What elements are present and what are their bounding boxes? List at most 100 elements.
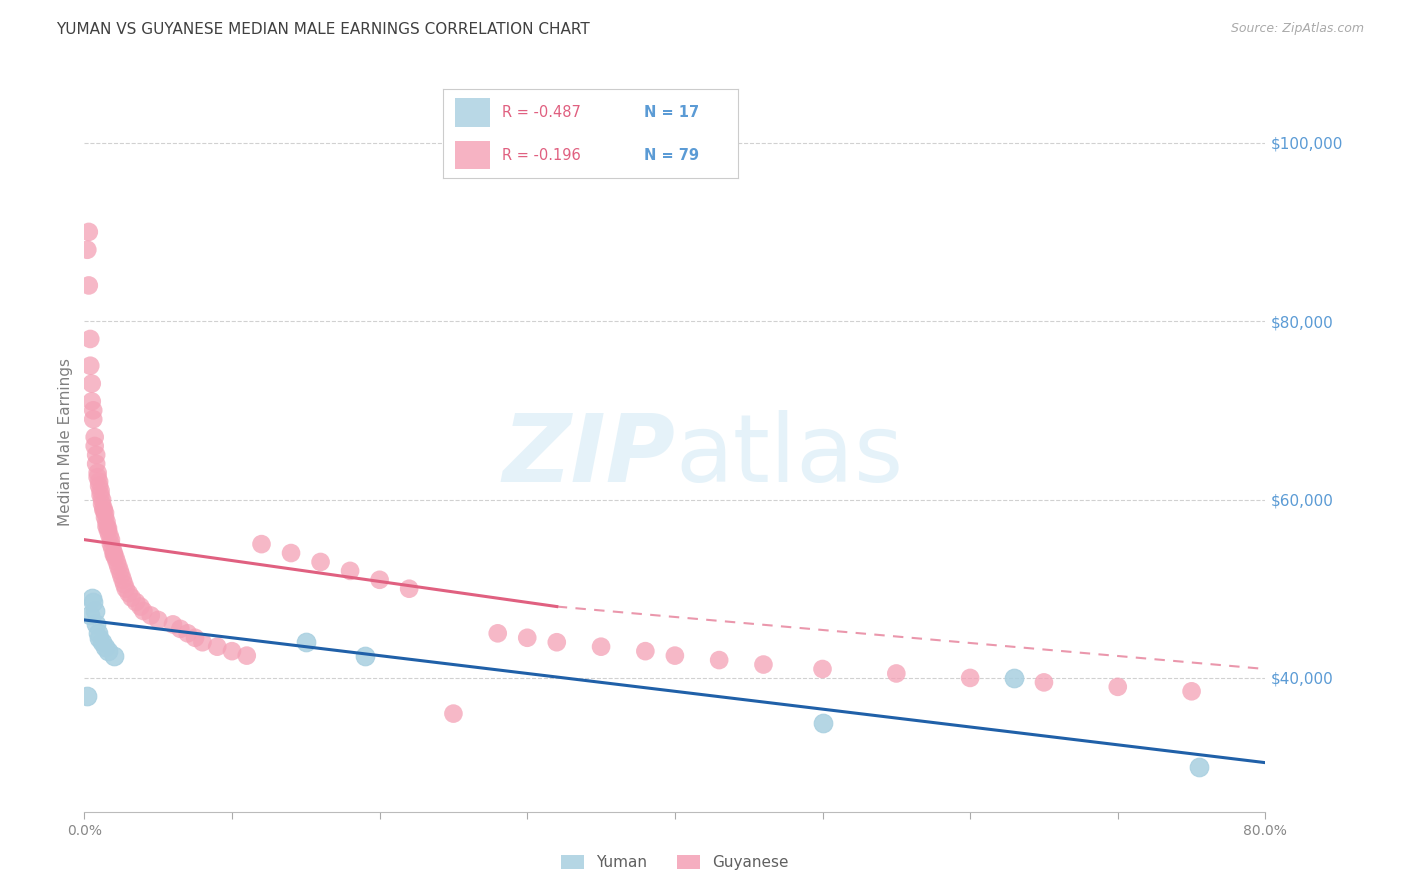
Point bbox=[339, 564, 361, 578]
Point bbox=[398, 582, 420, 596]
Point bbox=[97, 521, 120, 535]
Point bbox=[84, 457, 107, 471]
Point bbox=[100, 533, 122, 547]
Point bbox=[591, 640, 613, 654]
Point bbox=[91, 497, 114, 511]
Legend: Yuman, Guyanese: Yuman, Guyanese bbox=[553, 847, 797, 878]
Point bbox=[184, 631, 207, 645]
Point bbox=[80, 591, 103, 605]
Point bbox=[752, 657, 775, 672]
Bar bbox=[454, 141, 491, 169]
Point bbox=[110, 568, 132, 582]
Bar bbox=[454, 98, 491, 127]
Text: ZIP: ZIP bbox=[502, 410, 675, 502]
Text: Source: ZipAtlas.com: Source: ZipAtlas.com bbox=[1230, 22, 1364, 36]
Point bbox=[177, 626, 200, 640]
Point bbox=[103, 546, 125, 560]
Text: N = 79: N = 79 bbox=[644, 148, 699, 162]
Point bbox=[76, 243, 98, 257]
Point bbox=[162, 617, 184, 632]
Point bbox=[79, 332, 101, 346]
Point bbox=[516, 631, 538, 645]
Point bbox=[1180, 684, 1202, 698]
Point bbox=[125, 595, 148, 609]
Point bbox=[309, 555, 332, 569]
Y-axis label: Median Male Earnings: Median Male Earnings bbox=[58, 358, 73, 525]
Point bbox=[148, 613, 170, 627]
Point bbox=[80, 394, 103, 409]
Point bbox=[280, 546, 302, 560]
Text: N = 17: N = 17 bbox=[644, 105, 699, 120]
Point bbox=[486, 626, 509, 640]
Point bbox=[90, 483, 112, 498]
Point bbox=[77, 225, 100, 239]
Point bbox=[191, 635, 214, 649]
Point bbox=[959, 671, 981, 685]
Point bbox=[86, 626, 108, 640]
Point bbox=[96, 515, 118, 529]
Point bbox=[91, 492, 114, 507]
Point bbox=[77, 278, 100, 293]
Text: R = -0.196: R = -0.196 bbox=[502, 148, 581, 162]
Point bbox=[129, 599, 152, 614]
Point bbox=[205, 640, 228, 654]
Point bbox=[235, 648, 259, 663]
Point bbox=[811, 662, 834, 676]
Point bbox=[98, 528, 121, 542]
Point bbox=[83, 430, 105, 444]
Point bbox=[112, 577, 135, 591]
Point bbox=[96, 519, 118, 533]
Point bbox=[114, 582, 136, 596]
Point bbox=[87, 631, 111, 645]
Point bbox=[94, 510, 117, 524]
Text: R = -0.487: R = -0.487 bbox=[502, 105, 581, 120]
Point bbox=[368, 573, 391, 587]
Point bbox=[664, 648, 686, 663]
Point bbox=[169, 622, 191, 636]
Point bbox=[79, 608, 101, 623]
Point bbox=[121, 591, 143, 605]
Point bbox=[1188, 760, 1211, 774]
Point bbox=[94, 506, 117, 520]
Point bbox=[80, 376, 103, 391]
Point bbox=[94, 640, 117, 654]
Text: atlas: atlas bbox=[675, 410, 903, 502]
Point bbox=[111, 573, 134, 587]
Point bbox=[91, 635, 114, 649]
Point bbox=[83, 439, 105, 453]
Point bbox=[1107, 680, 1129, 694]
Point bbox=[441, 706, 464, 721]
Point bbox=[86, 466, 108, 480]
Point bbox=[76, 689, 98, 703]
Point bbox=[118, 586, 141, 600]
Point bbox=[93, 501, 115, 516]
Point bbox=[87, 479, 111, 493]
Point bbox=[295, 635, 318, 649]
Point bbox=[811, 715, 834, 730]
Point bbox=[82, 412, 104, 426]
Point bbox=[82, 403, 104, 417]
Point bbox=[93, 503, 115, 517]
Point bbox=[132, 604, 155, 618]
Point bbox=[354, 648, 377, 663]
Point bbox=[86, 470, 108, 484]
Point bbox=[84, 448, 107, 462]
Point bbox=[97, 524, 120, 538]
Point bbox=[82, 595, 104, 609]
Point bbox=[97, 644, 120, 658]
Point bbox=[84, 617, 107, 632]
Point bbox=[108, 564, 131, 578]
Point bbox=[1004, 671, 1026, 685]
Point bbox=[90, 488, 112, 502]
Point bbox=[709, 653, 731, 667]
Point bbox=[103, 648, 125, 663]
Point bbox=[83, 604, 105, 618]
Point bbox=[221, 644, 243, 658]
Point bbox=[250, 537, 273, 551]
Point bbox=[87, 475, 111, 489]
Point bbox=[79, 359, 101, 373]
Point bbox=[546, 635, 568, 649]
Point bbox=[886, 666, 908, 681]
Point bbox=[634, 644, 657, 658]
Text: YUMAN VS GUYANESE MEDIAN MALE EARNINGS CORRELATION CHART: YUMAN VS GUYANESE MEDIAN MALE EARNINGS C… bbox=[56, 22, 591, 37]
